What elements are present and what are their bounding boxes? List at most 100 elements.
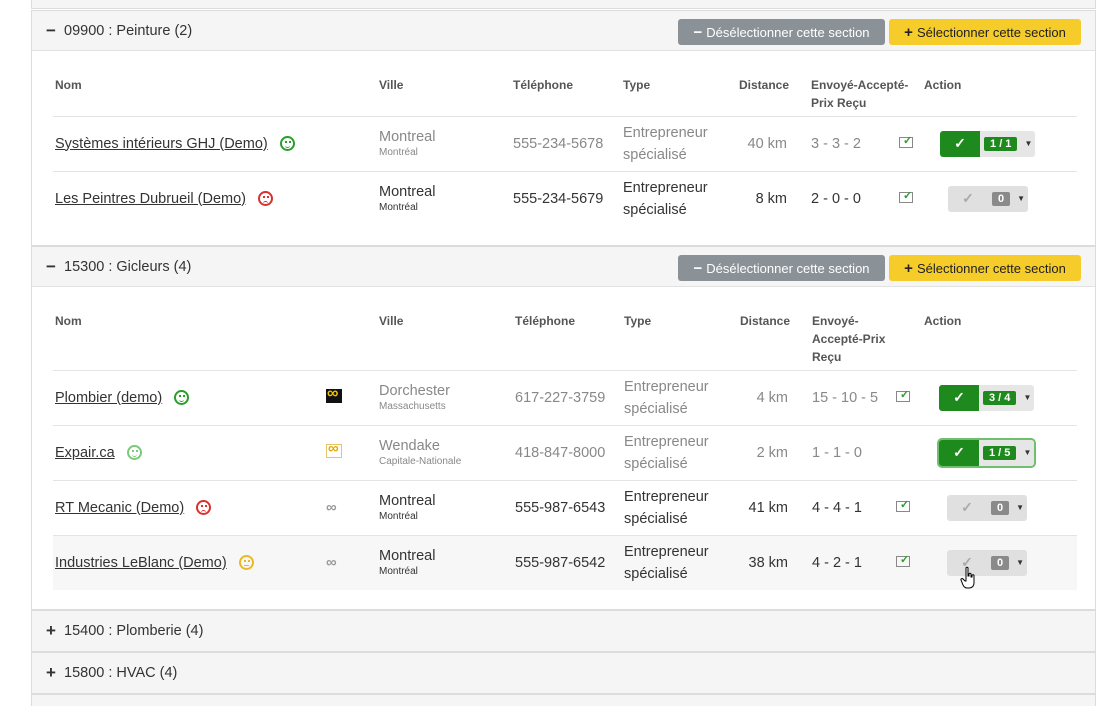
deselect-section-button[interactable]: − Désélectionner cette section	[678, 19, 885, 45]
distance: 38 km	[740, 534, 812, 590]
counts: 1 - 1 - 0	[812, 424, 896, 480]
minus-icon: −	[693, 259, 703, 277]
action-toggle[interactable]: ✓ 0 ▼	[948, 185, 1029, 212]
action-toggle[interactable]: ✓ 1 / 1 ▼	[940, 130, 1036, 157]
plus-icon[interactable]: +	[46, 621, 56, 640]
city: Montreal	[379, 128, 436, 145]
caret-down-icon[interactable]: ▼	[1020, 384, 1035, 411]
happy-face-icon	[279, 136, 295, 152]
section-panel-plomberie: +15400 : Plomberie (4)	[31, 610, 1096, 652]
phone: 555-234-5679	[513, 170, 623, 226]
region: Montréal	[379, 510, 418, 522]
col-header-action: Action	[924, 314, 962, 328]
counts: 4 - 4 - 1	[812, 479, 896, 535]
supplier-table: Nom Ville Téléphone Type Distance Envoyé…	[53, 312, 1077, 590]
counts: 3 - 3 - 2	[811, 115, 899, 171]
company-logo: ∞	[326, 499, 337, 516]
section-header[interactable]: +15800 : HVAC (4)	[32, 653, 1095, 693]
response-badge: 0	[992, 191, 1011, 206]
type-line: Entrepreneur	[623, 179, 708, 196]
neutral-face-icon	[238, 555, 254, 571]
select-section-button[interactable]: + Sélectionner cette section	[889, 255, 1081, 281]
action-toggle[interactable]: ✓ 3 / 4 ▼	[939, 384, 1035, 411]
city: Montreal	[379, 547, 436, 564]
supplier-name-link[interactable]: RT Mecanic (Demo)	[55, 499, 185, 516]
plus-icon: +	[904, 259, 913, 277]
section-title[interactable]: 15400 : Plomberie (4)	[64, 623, 204, 639]
col-header-type: Type	[623, 78, 651, 92]
table-row: Systèmes intérieurs GHJ (Demo) Montreal M…	[53, 115, 1078, 171]
section-header[interactable]: +15400 : Plomberie (4)	[32, 611, 1095, 651]
type-line: Entrepreneur	[624, 488, 709, 505]
region: Massachusetts	[379, 400, 446, 412]
col-header-action: Action	[924, 78, 962, 92]
type-line: spécialisé	[624, 565, 688, 582]
col-header-type: Type	[624, 314, 652, 328]
supplier-name-link[interactable]: Systèmes intérieurs GHJ (Demo)	[55, 135, 268, 152]
type-line: Entrepreneur	[624, 378, 709, 395]
supplier-name-link[interactable]: Industries LeBlanc (Demo)	[55, 554, 227, 571]
type-line: Entrepreneur	[623, 124, 708, 141]
minus-icon[interactable]: −	[46, 20, 56, 40]
type-line: Entrepreneur	[624, 433, 709, 450]
section-title[interactable]: 15300 : Gicleurs (4)	[64, 258, 192, 275]
col-header-telephone: Téléphone	[515, 314, 576, 328]
check-icon[interactable]: ✓	[947, 494, 987, 521]
distance: 41 km	[740, 479, 812, 535]
happy-face-icon	[126, 445, 142, 461]
caret-down-icon[interactable]: ▼	[1013, 549, 1028, 576]
action-toggle[interactable]: ✓ 0 ▼	[947, 494, 1028, 521]
distance: 40 km	[739, 115, 811, 171]
col-header-distance: Distance	[740, 314, 791, 328]
type-line: spécialisé	[623, 201, 687, 218]
caret-down-icon[interactable]: ▼	[1020, 439, 1035, 466]
section-title[interactable]: 15800 : HVAC (4)	[64, 665, 178, 681]
phone: 418-847-8000	[515, 424, 624, 480]
table-row: Plombier (demo) DorchesterMassachusetts …	[53, 369, 1077, 425]
supplier-name-link[interactable]: Plombier (demo)	[55, 389, 163, 406]
plus-icon[interactable]: +	[46, 663, 56, 682]
phone: 555-987-6542	[515, 534, 624, 590]
region: Montréal	[379, 565, 418, 577]
happy-face-icon	[174, 390, 190, 406]
table-row: Industries LeBlanc (Demo) ∞ Montreal Mont…	[53, 534, 1077, 590]
mail-check-icon	[899, 189, 913, 203]
caret-down-icon[interactable]: ▼	[1021, 130, 1036, 157]
action-toggle[interactable]: ✓ 0 ▼	[947, 549, 1028, 576]
city: Dorchester	[379, 382, 450, 399]
type-line: spécialisé	[623, 146, 687, 163]
supplier-table: Nom Ville Téléphone Type Distance Envoyé…	[53, 76, 1078, 226]
minus-icon[interactable]: −	[46, 256, 56, 276]
section-title[interactable]: 09900 : Peinture (2)	[64, 22, 193, 39]
counts: 4 - 2 - 1	[812, 534, 896, 590]
caret-down-icon[interactable]: ▼	[1014, 185, 1029, 212]
mail-check-icon	[899, 134, 913, 148]
select-section-button[interactable]: + Sélectionner cette section	[889, 19, 1081, 45]
distance: 4 km	[740, 369, 812, 425]
col-header-ville: Ville	[379, 78, 404, 92]
response-badge: 0	[991, 555, 1010, 570]
action-toggle[interactable]: ✓ 1 / 5 ▼	[939, 439, 1035, 466]
section-header[interactable]: −09900 : Peinture (2) − Désélectionner ce…	[32, 11, 1095, 51]
phone: 555-987-6543	[515, 479, 624, 535]
supplier-name-link[interactable]: Les Peintres Dubrueil (Demo)	[55, 190, 246, 207]
type-line: spécialisé	[624, 455, 688, 472]
section-panel-gicleurs: −15300 : Gicleurs (4) − Désélectionner ce…	[31, 246, 1096, 610]
check-icon[interactable]: ✓	[948, 185, 989, 212]
check-icon[interactable]: ✓	[939, 384, 979, 411]
caret-down-icon[interactable]: ▼	[1013, 494, 1028, 521]
mail-check-icon	[896, 553, 910, 567]
counts: 2 - 0 - 0	[811, 170, 899, 226]
col-header-envoye: Envoyé-Accepté-Prix Reçu	[811, 78, 909, 110]
section-header[interactable]: −15300 : Gicleurs (4) − Désélectionner ce…	[32, 247, 1095, 287]
deselect-section-button[interactable]: − Désélectionner cette section	[678, 255, 885, 281]
supplier-name-link[interactable]: Expair.ca	[55, 444, 115, 461]
phone: 555-234-5678	[513, 115, 623, 171]
company-logo: ∞	[326, 554, 337, 571]
check-icon[interactable]: ✓	[939, 439, 979, 466]
region: Capitale-Nationale	[379, 455, 462, 467]
minus-icon: −	[693, 23, 703, 41]
check-icon[interactable]: ✓	[940, 130, 981, 157]
sad-face-icon	[196, 500, 212, 516]
city: Montreal	[379, 183, 436, 200]
